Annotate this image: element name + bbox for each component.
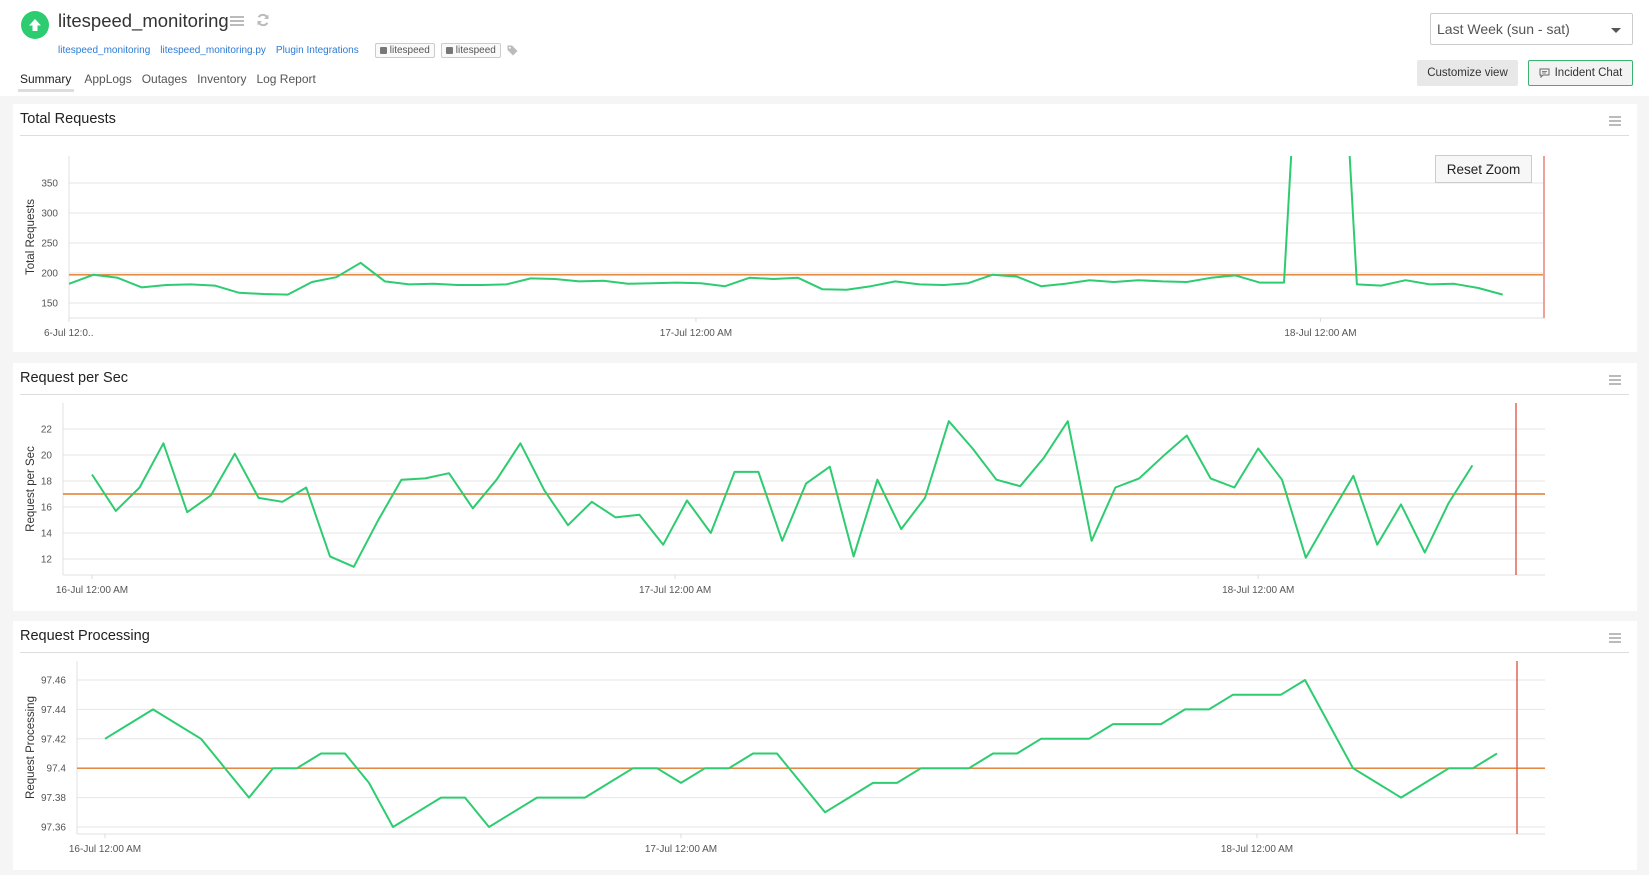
chart-menu-icon[interactable] bbox=[1609, 116, 1621, 126]
chart-menu-icon[interactable] bbox=[1609, 375, 1621, 385]
monitor-title: litespeed_monitoring bbox=[58, 10, 229, 31]
reset-zoom-button[interactable]: Reset Zoom bbox=[1435, 155, 1532, 183]
tab-inventory[interactable]: Inventory bbox=[197, 72, 247, 86]
y-axis-label: Request per Sec bbox=[25, 446, 37, 532]
tag-label: litespeed bbox=[389, 45, 430, 56]
tag-chip[interactable]: litespeed bbox=[374, 43, 435, 58]
tag-icon[interactable] bbox=[507, 45, 518, 56]
y-tick-label: 16 bbox=[41, 503, 53, 514]
y-tick-label: 97.44 bbox=[41, 705, 66, 716]
x-tick-label: 17-Jul 12:00 AM bbox=[639, 585, 711, 596]
title-actions bbox=[230, 13, 270, 32]
x-tick-label: 18-Jul 12:00 AM bbox=[1284, 328, 1356, 339]
tab-summary[interactable]: Summary bbox=[18, 72, 75, 92]
tag-chip[interactable]: litespeed bbox=[440, 43, 501, 58]
chart-card-total-requests: Total Requests 150 200 250 300 350 Total Requ… bbox=[13, 104, 1637, 352]
chart-card-request-per-sec: Request per Sec 12 14 16 18 20 22 Request per … bbox=[13, 363, 1637, 611]
total-requests-chart[interactable]: 150 200 250 300 350 Total Requests 6-Jul 12:0.… bbox=[13, 104, 1637, 352]
y-tick-label: 97.38 bbox=[41, 793, 66, 804]
divider bbox=[20, 394, 1629, 395]
time-range-select[interactable]: Last Week (sun - sat) bbox=[1430, 13, 1633, 45]
tag-color-swatch bbox=[379, 47, 387, 54]
y-axis-label: Total Requests bbox=[25, 199, 37, 275]
link-plugin-integrations[interactable]: Plugin Integrations bbox=[275, 45, 359, 56]
request-per-sec-chart[interactable]: 12 14 16 18 20 22 Request per Sec 16-Jul 12:00 … bbox=[13, 363, 1637, 611]
customize-view-button[interactable]: Customize view bbox=[1417, 60, 1518, 86]
tab-log-report[interactable]: Log Report bbox=[256, 72, 316, 86]
incident-chat-label: Incident Chat bbox=[1554, 67, 1623, 79]
y-tick-label: 20 bbox=[41, 451, 53, 462]
incident-chat-button[interactable]: Incident Chat bbox=[1528, 60, 1633, 86]
tab-outages[interactable]: Outages bbox=[141, 72, 188, 86]
y-tick-label: 300 bbox=[41, 209, 58, 220]
time-range-value: Last Week (sun - sat) bbox=[1437, 21, 1570, 37]
y-tick-label: 97.46 bbox=[41, 676, 66, 687]
chevron-down-icon bbox=[1611, 28, 1621, 33]
x-tick-label: 17-Jul 12:00 AM bbox=[645, 844, 717, 855]
status-up-icon bbox=[21, 11, 49, 39]
x-tick-label: 6-Jul 12:0.. bbox=[44, 328, 93, 339]
series-line[interactable] bbox=[69, 104, 1503, 296]
y-tick-label: 150 bbox=[41, 299, 58, 310]
tag-color-swatch bbox=[445, 47, 453, 54]
x-tick-label: 17-Jul 12:00 AM bbox=[660, 328, 732, 339]
x-tick-label: 18-Jul 12:00 AM bbox=[1221, 844, 1293, 855]
chart-title: Total Requests bbox=[20, 111, 116, 127]
y-tick-label: 12 bbox=[41, 555, 53, 566]
refresh-icon[interactable] bbox=[256, 13, 270, 32]
tab-bar: Summary AppLogs Outages Inventory Log Re… bbox=[18, 72, 326, 92]
monitor-header: litespeed_monitoring litespeed_monitorin… bbox=[0, 0, 1649, 96]
chart-title: Request per Sec bbox=[20, 370, 129, 386]
y-tick-label: 18 bbox=[41, 477, 53, 488]
link-plugin-file[interactable]: litespeed_monitoring.py bbox=[160, 45, 266, 56]
hamburger-menu-icon[interactable] bbox=[230, 14, 244, 32]
chart-menu-icon[interactable] bbox=[1609, 633, 1621, 643]
divider bbox=[20, 135, 1629, 136]
y-tick-label: 97.36 bbox=[41, 823, 66, 834]
y-tick-label: 14 bbox=[41, 529, 53, 540]
chart-title: Request Processing bbox=[20, 628, 150, 644]
x-tick-label: 16-Jul 12:00 AM bbox=[56, 585, 128, 596]
y-tick-label: 350 bbox=[41, 179, 58, 190]
y-axis-label: Request Processing bbox=[25, 696, 37, 799]
divider bbox=[20, 652, 1629, 653]
link-monitor-name[interactable]: litespeed_monitoring bbox=[58, 45, 151, 56]
tab-applogs[interactable]: AppLogs bbox=[84, 72, 132, 86]
x-tick-label: 16-Jul 12:00 AM bbox=[69, 844, 141, 855]
y-tick-label: 97.4 bbox=[47, 764, 67, 775]
y-tick-label: 97.42 bbox=[41, 734, 66, 745]
chat-icon bbox=[1539, 68, 1550, 78]
y-tick-label: 250 bbox=[41, 239, 58, 250]
tag-label: litespeed bbox=[455, 45, 496, 56]
series-line[interactable] bbox=[104, 679, 1498, 828]
monitor-links: litespeed_monitoring litespeed_monitorin… bbox=[58, 43, 518, 58]
chart-card-request-processing: Request Processing 97.36 97.38 97.4 97.42 97… bbox=[13, 621, 1637, 870]
y-tick-label: 200 bbox=[41, 269, 58, 280]
x-tick-label: 18-Jul 12:00 AM bbox=[1222, 585, 1294, 596]
series-line[interactable] bbox=[91, 420, 1474, 568]
y-tick-label: 22 bbox=[41, 425, 53, 436]
